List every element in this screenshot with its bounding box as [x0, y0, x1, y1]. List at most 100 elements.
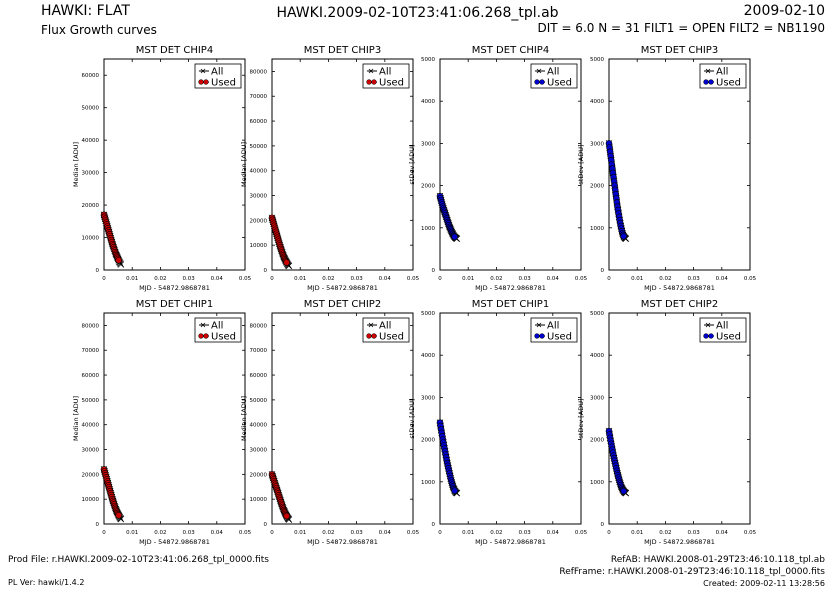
y-tick-label: 5000 [421, 57, 435, 63]
x-tick-label: 0.02 [322, 530, 334, 536]
x-axis-label: MJD - 54872.9868781 [475, 538, 546, 546]
legend-marker-used [203, 79, 209, 85]
y-axis-label: stDev [ADU] [577, 144, 585, 184]
report-title: HAWKI: FLAT [41, 3, 130, 19]
x-tick-label: 0.05 [239, 530, 252, 536]
legend-marker-used [371, 79, 377, 85]
y-tick-label: 60000 [250, 373, 268, 379]
legend-label-used: Used [716, 78, 741, 89]
chart-title: MST DET CHIP4 [136, 45, 213, 56]
legend-label-all: All [547, 67, 559, 78]
legend-label-all: All [211, 67, 223, 78]
y-tick-label: 40000 [82, 138, 100, 144]
x-tick-label: 0.02 [154, 276, 166, 282]
y-tick-label: 70000 [250, 94, 268, 100]
y-axis-label: Median [ADU] [240, 396, 248, 441]
template-id: HAWKI.2009-02-10T23:41:06.268_tpl.ab [276, 5, 559, 21]
legend-label-all: All [211, 321, 223, 332]
x-tick-label: 0.03 [350, 276, 363, 282]
x-tick-label: 0.01 [294, 276, 306, 282]
x-tick-label: 0.05 [575, 530, 588, 536]
legend-label-all: All [716, 67, 728, 78]
x-tick-label: 0.03 [687, 530, 700, 536]
chart-title: MST DET CHIP2 [641, 299, 718, 310]
y-tick-label: 20000 [82, 203, 100, 209]
x-tick-label: 0 [438, 530, 442, 536]
x-tick-label: 0.01 [631, 530, 643, 536]
y-axis-label: Median [ADU] [240, 142, 248, 187]
y-tick-label: 5000 [421, 311, 435, 317]
y-tick-label: 30000 [250, 194, 268, 200]
x-tick-label: 0.04 [547, 276, 560, 282]
plot-frame [103, 58, 246, 271]
plot-frame [439, 312, 582, 525]
x-tick-label: 0.01 [126, 276, 138, 282]
y-tick-label: 50000 [250, 398, 268, 404]
y-tick-label: 10000 [82, 497, 100, 503]
legend-marker-all [368, 68, 374, 74]
x-tick-label: 0.02 [490, 276, 502, 282]
y-tick-label: 0 [432, 268, 436, 274]
chart-title: MST DET CHIP3 [641, 45, 718, 56]
y-tick-label: 40000 [250, 423, 268, 429]
data-point-used [283, 512, 290, 520]
y-tick-label: 60000 [82, 73, 100, 79]
y-tick-label: 0 [96, 522, 100, 528]
chart-panel-2: MST DET CHIP3 0 0.01 0.02 0.03 0.04 0.05 0 10000… [240, 45, 420, 292]
x-tick-label: 0.05 [239, 276, 252, 282]
legend-marker-used [198, 79, 204, 85]
data-point-used [283, 259, 290, 266]
x-tick-label: 0.01 [631, 276, 643, 282]
legend-marker-used [703, 333, 709, 339]
plot-frame [439, 58, 582, 271]
legend-marker-used [203, 333, 209, 339]
legend-marker-used [198, 333, 204, 339]
x-tick-label: 0.01 [126, 530, 138, 536]
x-axis-label: MJD - 54872.9868781 [139, 538, 210, 546]
y-tick-label: 0 [96, 268, 100, 274]
x-tick-label: 0.04 [379, 530, 392, 536]
y-axis-label: stDev [ADU] [577, 398, 585, 438]
legend-marker-used [708, 333, 714, 339]
data-point-used [115, 256, 122, 264]
legend-marker-all [200, 322, 206, 328]
y-tick-label: 1000 [421, 480, 435, 486]
y-tick-label: 3000 [421, 141, 435, 147]
x-tick-label: 0.01 [462, 276, 474, 282]
legend-label-all: All [716, 321, 728, 332]
legend-marker-used [366, 333, 372, 339]
x-tick-label: 0.03 [350, 530, 363, 536]
x-tick-label: 0.03 [687, 276, 700, 282]
y-tick-label: 4000 [421, 353, 435, 359]
y-tick-label: 3000 [590, 141, 604, 147]
chart-panel-4: MST DET CHIP3 0 0.01 0.02 0.03 0.04 0.05 0 1000 2… [577, 45, 757, 292]
y-tick-label: 50000 [82, 106, 100, 112]
data-point-used [115, 512, 122, 519]
y-tick-label: 10000 [250, 497, 268, 503]
legend-marker-all [705, 322, 711, 328]
chart-panel-7: MST DET CHIP1 0 0.01 0.02 0.03 0.04 0.05 0 1000 2… [408, 299, 588, 546]
plot-frame [271, 58, 414, 271]
chart-panel-3: MST DET CHIP4 0 0.01 0.02 0.03 0.04 0.05 0 1000 2… [408, 45, 588, 292]
legend-marker-all [536, 68, 542, 74]
legend-marker-used [708, 79, 714, 85]
plot-frame [608, 312, 751, 525]
x-tick-label: 0.02 [659, 276, 671, 282]
x-axis-label: MJD - 54872.9868781 [307, 538, 378, 546]
y-tick-label: 80000 [250, 323, 268, 329]
y-tick-label: 80000 [250, 69, 268, 75]
y-tick-label: 0 [264, 522, 268, 528]
y-tick-label: 2000 [421, 184, 435, 190]
legend-marker-all [705, 68, 711, 74]
x-tick-label: 0 [270, 530, 274, 536]
y-tick-label: 60000 [82, 373, 100, 379]
y-tick-label: 30000 [82, 448, 100, 454]
x-tick-label: 0.03 [182, 276, 195, 282]
legend-label-used: Used [379, 332, 404, 343]
plot-frame [608, 58, 751, 271]
chart-panel-6: MST DET CHIP2 0 0.01 0.02 0.03 0.04 0.05 0 10000… [240, 299, 420, 546]
pipeline-version: PL Ver: hawki/1.4.2 [8, 578, 85, 587]
y-tick-label: 20000 [82, 472, 100, 478]
x-tick-label: 0 [102, 530, 106, 536]
